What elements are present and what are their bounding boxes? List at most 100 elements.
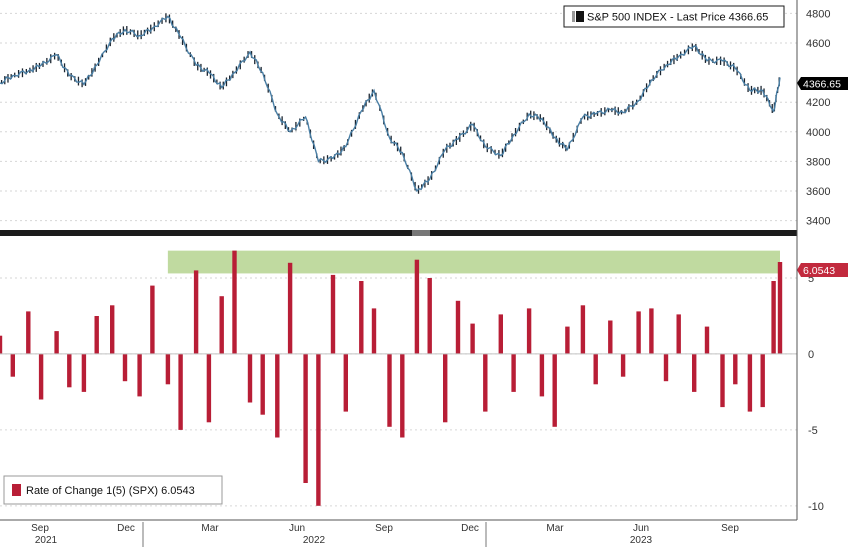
roc-bar (232, 250, 237, 354)
roc-bar (67, 353, 72, 388)
roc-legend-text: Rate of Change 1(5) (SPX) 6.0543 (26, 485, 195, 497)
roc-last-value: 6.0543 (803, 265, 835, 277)
roc-bar (470, 323, 475, 354)
x-axis: Sep Dec Mar Jun Sep Dec Mar Jun Sep 2021… (0, 519, 797, 547)
roc-bar (676, 314, 681, 354)
roc-bar (455, 300, 461, 354)
roc-bar (580, 305, 586, 354)
roc-bar (747, 353, 753, 412)
roc-bar (275, 353, 280, 438)
legend-bar-icon (12, 484, 21, 496)
x-year-label: 2021 (35, 535, 58, 546)
price-y-tick: 4800 (806, 8, 830, 20)
roc-bar (359, 281, 364, 354)
roc-y-axis: 5 0 -5 -10 (808, 273, 824, 513)
roc-bar (219, 296, 224, 354)
x-tick-label: Dec (117, 523, 135, 534)
roc-bar (193, 270, 199, 354)
roc-bar (704, 326, 710, 354)
roc-bar (552, 353, 557, 427)
price-line (0, 15, 781, 193)
roc-bar (692, 353, 697, 392)
price-y-axis: 3400 3600 3800 4000 4200 4600 4800 (806, 8, 830, 227)
price-y-tick: 3400 (806, 216, 830, 228)
roc-bar (636, 311, 641, 354)
price-panel: 3400 3600 3800 4000 4200 4600 4800 4366.65 S&P… (0, 5, 848, 228)
roc-bar (760, 353, 765, 408)
roc-bar (526, 308, 532, 354)
price-y-tick: 4600 (806, 38, 830, 50)
roc-bar (330, 274, 336, 354)
x-year-label: 2023 (630, 535, 653, 546)
roc-bar (343, 353, 348, 412)
roc-bar (539, 353, 545, 397)
roc-bar (771, 281, 776, 354)
roc-bar (247, 353, 253, 403)
roc-bar (10, 353, 15, 377)
roc-bar (414, 259, 420, 354)
panel-divider (0, 230, 797, 236)
roc-y-tick: 0 (808, 349, 814, 361)
roc-bar (303, 353, 308, 483)
roc-bar (38, 353, 44, 400)
roc-bar (427, 278, 432, 354)
x-tick-label: Mar (201, 523, 219, 534)
x-tick-label: Mar (546, 523, 564, 534)
roc-bar (165, 353, 171, 385)
roc-bar (733, 353, 738, 385)
price-last-tag: 4366.65 (797, 77, 848, 91)
x-tick-label: Jun (633, 523, 649, 534)
x-tick-label: Dec (461, 523, 479, 534)
roc-bar (400, 353, 405, 438)
roc-bar (206, 353, 212, 423)
price-y-tick: 4000 (806, 127, 830, 139)
roc-last-tag: 6.0543 (797, 263, 848, 277)
roc-bar (649, 308, 654, 354)
price-y-tick: 3600 (806, 186, 830, 198)
roc-bar (94, 316, 99, 354)
roc-bar (287, 262, 293, 354)
roc-bars (0, 250, 783, 506)
price-last-value: 4366.65 (803, 79, 841, 91)
roc-y-tick: -5 (808, 425, 818, 437)
price-y-tick: 4200 (806, 97, 830, 109)
x-tick-label: Sep (721, 523, 739, 534)
legend-marker-icon (572, 11, 575, 22)
roc-bar (0, 335, 3, 354)
roc-bar (608, 320, 613, 354)
x-tick-label: Sep (375, 523, 393, 534)
roc-bar (443, 353, 448, 423)
roc-y-tick: 5 (808, 273, 814, 285)
price-legend: S&P 500 INDEX - Last Price 4366.65 (563, 5, 785, 28)
roc-bar (178, 353, 183, 430)
roc-bar (511, 353, 516, 392)
price-legend-text: S&P 500 INDEX - Last Price 4366.65 (587, 12, 768, 24)
roc-bar (26, 311, 31, 354)
x-tick-label: Jun (289, 523, 305, 534)
roc-bar (260, 353, 265, 415)
roc-bar (565, 326, 570, 354)
roc-bar (720, 353, 725, 408)
roc-bar (498, 314, 503, 354)
x-tick-label: Sep (31, 523, 49, 534)
roc-bar (110, 305, 115, 354)
roc-bar (777, 262, 783, 354)
price-y-tick: 3800 (806, 156, 830, 168)
roc-bar (663, 353, 669, 382)
x-year-label: 2022 (303, 535, 326, 546)
roc-y-tick: -10 (808, 501, 824, 513)
roc-bar (483, 353, 488, 412)
roc-panel: 5 0 -5 -10 6.0543 Rate of Change 1(5) (SPX)… (0, 250, 848, 513)
roc-bar (150, 285, 155, 354)
divider-handle[interactable] (412, 230, 430, 236)
roc-bar (316, 353, 321, 506)
roc-bar (593, 353, 598, 385)
roc-bar (54, 331, 59, 354)
x-month-labels: Sep Dec Mar Jun Sep Dec Mar Jun Sep (31, 523, 739, 534)
roc-bar (122, 353, 128, 382)
roc-bar (137, 353, 142, 397)
roc-legend: Rate of Change 1(5) (SPX) 6.0543 (3, 475, 223, 505)
roc-bar (387, 353, 392, 427)
roc-bar (371, 308, 377, 354)
